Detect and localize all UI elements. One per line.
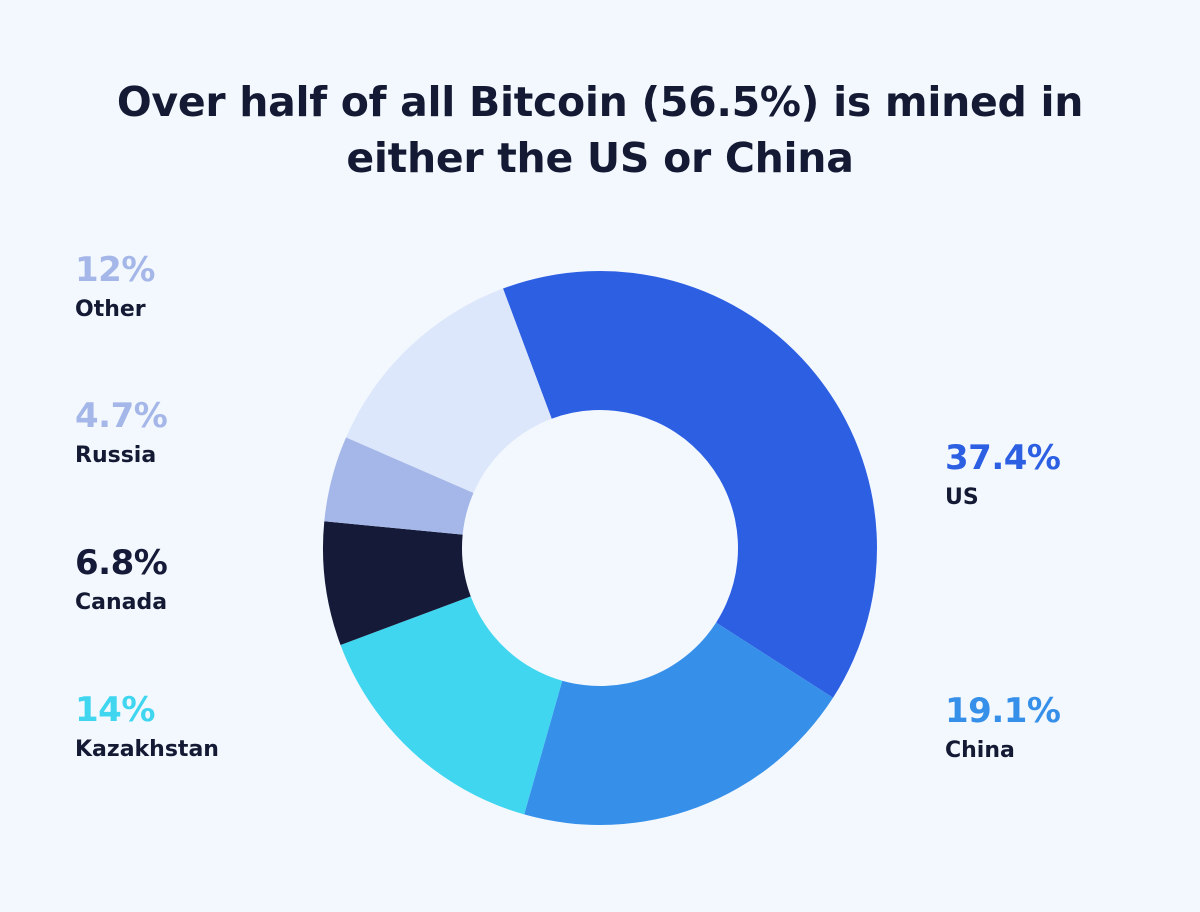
label-china-percent: 19.1% xyxy=(945,691,1061,731)
label-kazakhstan-name: Kazakhstan xyxy=(75,737,219,762)
label-canada: 6.8% Canada xyxy=(75,543,168,617)
slice-us xyxy=(502,271,877,698)
label-canada-percent: 6.8% xyxy=(75,543,168,583)
label-china-name: China xyxy=(945,738,1015,763)
label-china: 19.1% China xyxy=(945,691,1061,765)
label-kazakhstan-percent: 14% xyxy=(75,690,155,730)
label-kazakhstan: 14% Kazakhstan xyxy=(75,690,219,764)
label-other-percent: 12% xyxy=(75,250,155,290)
label-russia-percent: 4.7% xyxy=(75,396,168,436)
chart-title-line-2: either the US or China xyxy=(346,134,854,182)
label-russia-name: Russia xyxy=(75,443,157,468)
label-canada-name: Canada xyxy=(75,590,168,615)
slice-russia xyxy=(324,437,474,535)
slice-china xyxy=(524,622,834,825)
label-us: 37.4% US xyxy=(945,438,1061,512)
slice-canada xyxy=(323,521,471,646)
label-other-name: Other xyxy=(75,297,146,322)
label-russia: 4.7% Russia xyxy=(75,396,168,470)
chart-title: Over half of all Bitcoin (56.5%) is mine… xyxy=(0,74,1200,186)
chart-title-line-1: Over half of all Bitcoin (56.5%) is mine… xyxy=(116,78,1084,126)
label-us-name: US xyxy=(945,485,979,510)
label-other: 12% Other xyxy=(75,250,155,324)
slice-other xyxy=(346,288,552,493)
label-us-percent: 37.4% xyxy=(945,438,1061,478)
slice-kazakhstan xyxy=(340,596,563,815)
